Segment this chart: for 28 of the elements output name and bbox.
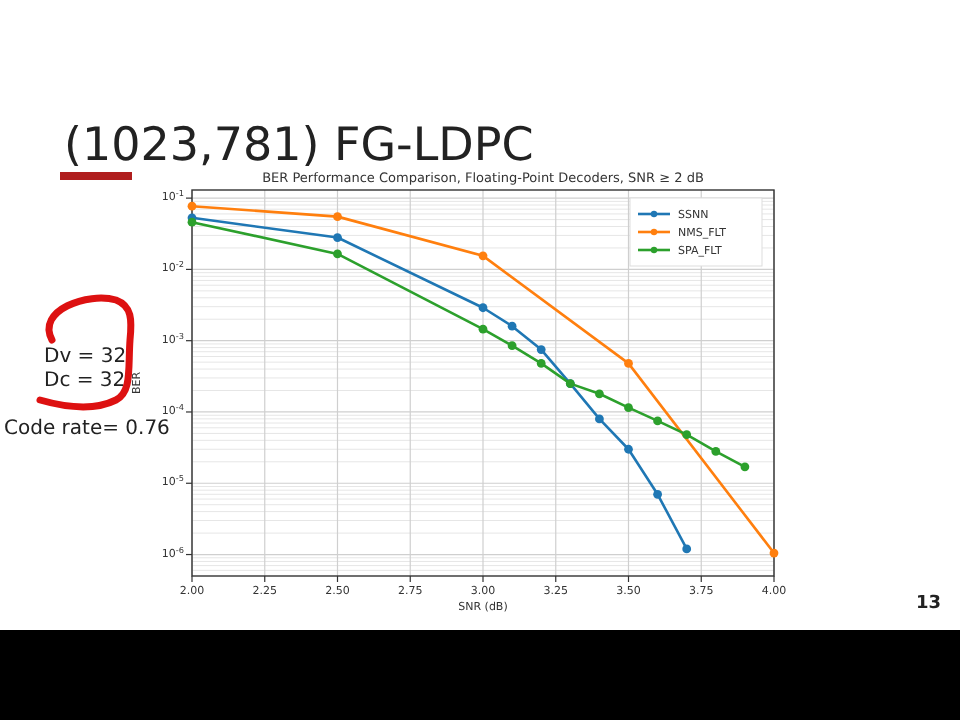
point (478, 251, 488, 261)
text: 13 (916, 594, 942, 614)
point (711, 446, 721, 456)
text: Dc = 32 (44, 370, 126, 392)
text: Dv = 32 (44, 346, 127, 368)
point (624, 403, 633, 413)
point (478, 303, 488, 313)
point (536, 359, 546, 368)
point (624, 359, 633, 368)
point (653, 489, 662, 499)
point (624, 444, 633, 454)
point (740, 462, 750, 472)
point (595, 414, 604, 424)
point (333, 212, 342, 222)
point (682, 430, 692, 440)
point (478, 324, 488, 334)
point (507, 321, 517, 331)
text: Code rate= 0.76 (4, 418, 170, 440)
chart-subtitle: (1023,781) FG-LDPC (64, 120, 534, 172)
point (536, 345, 546, 354)
point (682, 544, 692, 554)
point (507, 341, 517, 351)
point (333, 249, 342, 259)
point (333, 233, 342, 242)
point (595, 389, 604, 399)
point (769, 548, 779, 558)
point (653, 416, 662, 426)
point (187, 201, 197, 211)
